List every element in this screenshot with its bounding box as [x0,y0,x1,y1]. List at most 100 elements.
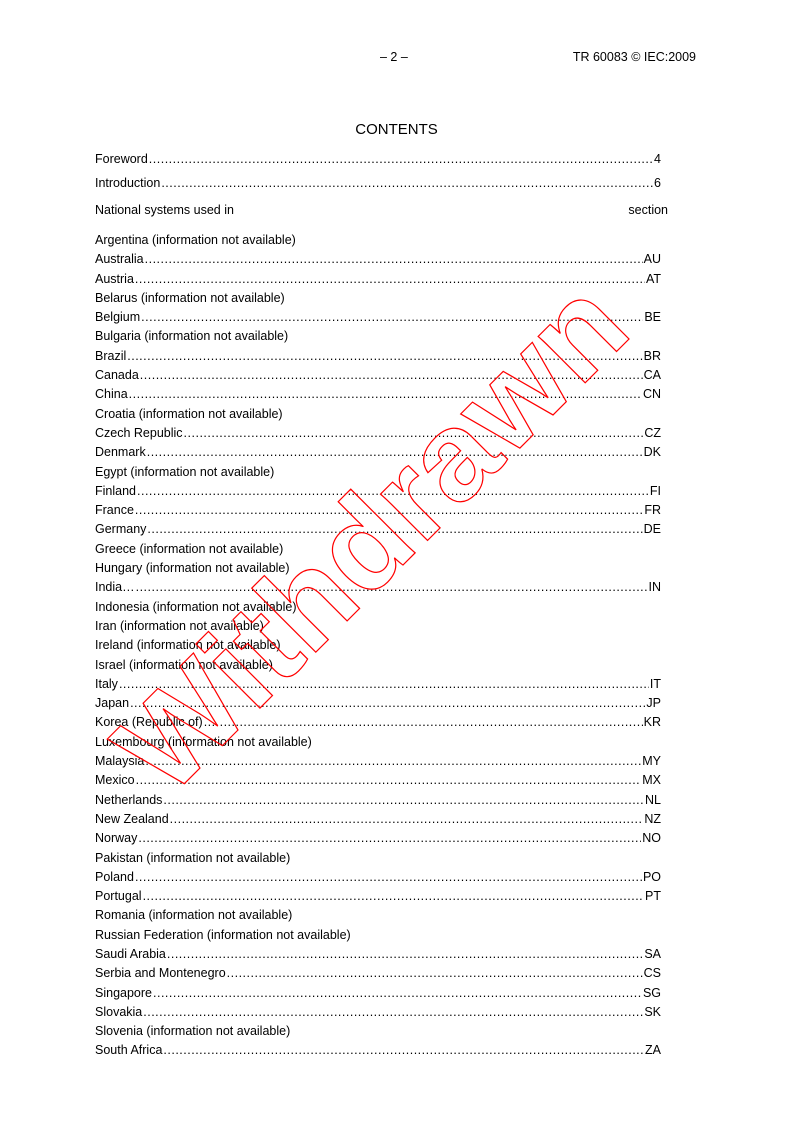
dot-leader [170,810,644,829]
toc-entry[interactable]: South Africa ZA [95,1041,661,1060]
toc-entry[interactable]: Mexico MX [95,771,661,790]
toc-entry[interactable]: Ireland (information not available) [95,636,661,655]
dot-leader [161,173,653,193]
toc-entry-label: Finland [95,483,136,498]
dot-leader [147,520,642,539]
toc-entry-section: PO [642,869,661,884]
toc-entry-section: SA [644,946,661,961]
dot-leader [147,443,643,462]
toc-entry-section: PT [645,889,661,904]
toc-entry[interactable]: Korea (Republic of) KR [95,713,661,732]
toc-entry[interactable]: Brazil BR [95,347,661,366]
dot-leader [137,482,649,501]
toc-entry[interactable]: Australia AU [95,250,661,269]
toc-entry[interactable]: Belarus (information not available) [95,289,661,308]
toc-entry[interactable]: Singapore SG [95,984,661,1003]
toc-entry-label: South Africa [95,1043,163,1058]
toc-entry[interactable]: Canada CA [95,366,661,385]
toc-entry[interactable]: Poland PO [95,868,661,887]
toc-entry[interactable]: Slovenia (information not available) [95,1022,661,1041]
toc-entry-label: Greece (information not available) [95,541,284,556]
toc-entry[interactable]: Hungary (information not available) [95,559,661,578]
page-title: CONTENTS [355,121,438,138]
toc-entry[interactable]: Portugal PT [95,887,661,906]
front-matter-list: Foreword 4 Introduction 6 [95,149,661,197]
toc-entry[interactable]: Egypt (information not available) [95,463,661,482]
toc-entry-section: AU [643,252,661,267]
toc-entry-section: JP [646,696,661,711]
toc-entry[interactable]: Bulgaria (information not available) [95,327,661,346]
toc-entry[interactable]: Germany DE [95,520,661,539]
toc-entry[interactable]: Japan JP [95,694,661,713]
toc-entry-label: Russian Federation (information not avai… [95,927,351,942]
toc-entry-label: Norway [95,831,138,846]
dot-leader [145,250,643,269]
toc-entry[interactable]: Greece (information not available) [95,540,661,559]
toc-entry[interactable]: Belgium BE [95,308,661,327]
toc-entry-label: Israel (information not available) [95,657,273,672]
toc-entry-label: India… [95,580,135,595]
toc-entry-label: Poland [95,869,134,884]
dot-leader [153,984,642,1003]
toc-entry-label: Foreword [95,152,148,166]
toc-entry[interactable]: Israel (information not available) [95,656,661,675]
toc-entry-label: Korea (Republic of) [95,715,203,730]
toc-entry[interactable]: Luxembourg (information not available) [95,733,661,752]
dot-leader [163,1041,644,1060]
toc-entry[interactable]: Iran (information not available) [95,617,661,636]
dot-leader [184,424,644,443]
toc-entry[interactable]: Argentina (information not available) [95,231,661,250]
toc-entry-section: SK [644,1004,661,1019]
toc-entry-label: Netherlands [95,792,163,807]
dot-leader [135,270,645,289]
toc-entry[interactable]: China CN [95,385,661,404]
toc-entry-section: NZ [644,811,661,826]
toc-entry[interactable]: India… IN [95,578,661,597]
toc-entry[interactable]: Czech Republic CZ [95,424,661,443]
toc-entry-introduction[interactable]: Introduction 6 [95,173,661,197]
dot-leader [135,501,643,520]
toc-entry-section: NO [642,831,661,846]
toc-entry-section: SG [642,985,661,1000]
dot-leader [143,1003,643,1022]
toc-entry[interactable]: Pakistan (information not available) [95,849,661,868]
toc-entry-label: Bulgaria (information not available) [95,329,289,344]
toc-entry[interactable]: Austria AT [95,270,661,289]
toc-entry-section: MY [642,754,661,769]
toc-entry-section: FR [644,503,661,518]
toc-entry[interactable]: Croatia (information not available) [95,405,661,424]
toc-entry-section: MX [642,773,661,788]
dot-leader [136,578,648,597]
toc-entry-label: Australia [95,252,144,267]
toc-entry[interactable]: New Zealand NZ [95,810,661,829]
toc-entry[interactable]: Russian Federation (information not avai… [95,926,661,945]
toc-entry-label: Slovenia (information not available) [95,1024,291,1039]
toc-entry-label: Pakistan (information not available) [95,850,291,865]
toc-entry-label: Argentina (information not available) [95,233,296,247]
toc-entry-section: BE [644,310,661,325]
toc-entry[interactable]: Norway NO [95,829,661,848]
toc-entry[interactable]: Indonesia (information not available) [95,598,661,617]
toc-entry-label: France [95,503,134,518]
national-systems-header: National systems used in section [95,203,668,217]
toc-entry[interactable]: Serbia and Montenegro CS [95,964,661,983]
toc-entry[interactable]: Malaysia MY [95,752,661,771]
toc-entry-page: 6 [654,176,661,190]
toc-entry[interactable]: France FR [95,501,661,520]
toc-entry[interactable]: Netherlands NL [95,791,661,810]
toc-entry[interactable]: Denmark DK [95,443,661,462]
toc-entry[interactable]: Slovakia SK [95,1003,661,1022]
toc-entry-label: Croatia (information not available) [95,406,283,421]
toc-entry-label: Portugal [95,889,142,904]
dot-leader [140,366,643,385]
toc-entry-section: FI [649,483,661,498]
toc-entry-label: Belgium [95,310,141,325]
toc-entry[interactable]: Italy IT [95,675,661,694]
toc-entry[interactable]: Romania (information not available) [95,906,661,925]
toc-entry-foreword[interactable]: Foreword 4 [95,149,661,173]
toc-entry[interactable]: Finland FI [95,482,661,501]
dot-leader [227,964,643,983]
dot-leader [149,149,653,169]
toc-entry[interactable]: Saudi Arabia SA [95,945,661,964]
dot-leader [145,752,641,771]
